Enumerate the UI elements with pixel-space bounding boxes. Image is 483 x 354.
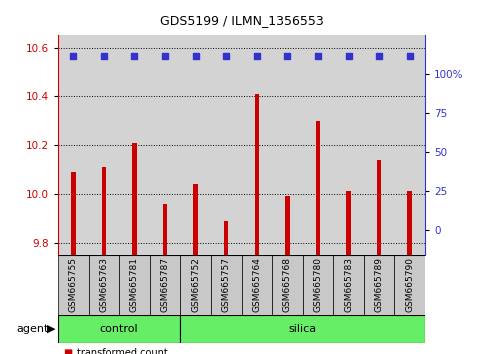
Bar [377, 160, 382, 255]
Bar [163, 204, 167, 255]
Bar [316, 121, 320, 255]
Bar [58, 315, 180, 343]
Text: GSM665768: GSM665768 [283, 257, 292, 312]
Bar [364, 255, 395, 315]
Text: GSM665790: GSM665790 [405, 257, 414, 312]
Bar [88, 255, 119, 315]
Text: agent: agent [16, 324, 48, 334]
Bar [58, 255, 88, 315]
Text: GSM665787: GSM665787 [160, 257, 170, 312]
Point [406, 53, 413, 59]
Text: GSM665783: GSM665783 [344, 257, 353, 312]
Bar [71, 172, 75, 255]
Bar [408, 192, 412, 255]
Text: GSM665752: GSM665752 [191, 257, 200, 312]
Bar [132, 143, 137, 255]
Point [375, 53, 383, 59]
Point [70, 53, 77, 59]
Point [192, 53, 199, 59]
Bar [101, 167, 106, 255]
Text: transformed count: transformed count [77, 348, 168, 354]
Text: GDS5199 / ILMN_1356553: GDS5199 / ILMN_1356553 [159, 14, 324, 27]
Bar [150, 255, 180, 315]
Point [253, 53, 261, 59]
Text: GSM665755: GSM665755 [69, 257, 78, 312]
Text: silica: silica [289, 324, 317, 334]
Text: ■: ■ [63, 348, 72, 354]
Bar [333, 255, 364, 315]
Bar [180, 315, 425, 343]
Text: GSM665763: GSM665763 [99, 257, 108, 312]
Text: control: control [100, 324, 139, 334]
Point [345, 53, 353, 59]
Point [100, 53, 108, 59]
Text: GSM665789: GSM665789 [375, 257, 384, 312]
Bar [211, 255, 242, 315]
Point [222, 53, 230, 59]
Bar [285, 196, 290, 255]
Bar [242, 255, 272, 315]
Text: ▶: ▶ [47, 324, 56, 334]
Text: GSM665780: GSM665780 [313, 257, 323, 312]
Point [130, 53, 138, 59]
Point [314, 53, 322, 59]
Bar [193, 184, 198, 255]
Point [284, 53, 291, 59]
Point [161, 53, 169, 59]
Text: GSM665781: GSM665781 [130, 257, 139, 312]
Bar [180, 255, 211, 315]
Bar [224, 221, 228, 255]
Text: GSM665757: GSM665757 [222, 257, 231, 312]
Bar [272, 255, 303, 315]
Bar [346, 192, 351, 255]
Bar [119, 255, 150, 315]
Text: GSM665764: GSM665764 [252, 257, 261, 312]
Bar [303, 255, 333, 315]
Bar [255, 94, 259, 255]
Bar [395, 255, 425, 315]
